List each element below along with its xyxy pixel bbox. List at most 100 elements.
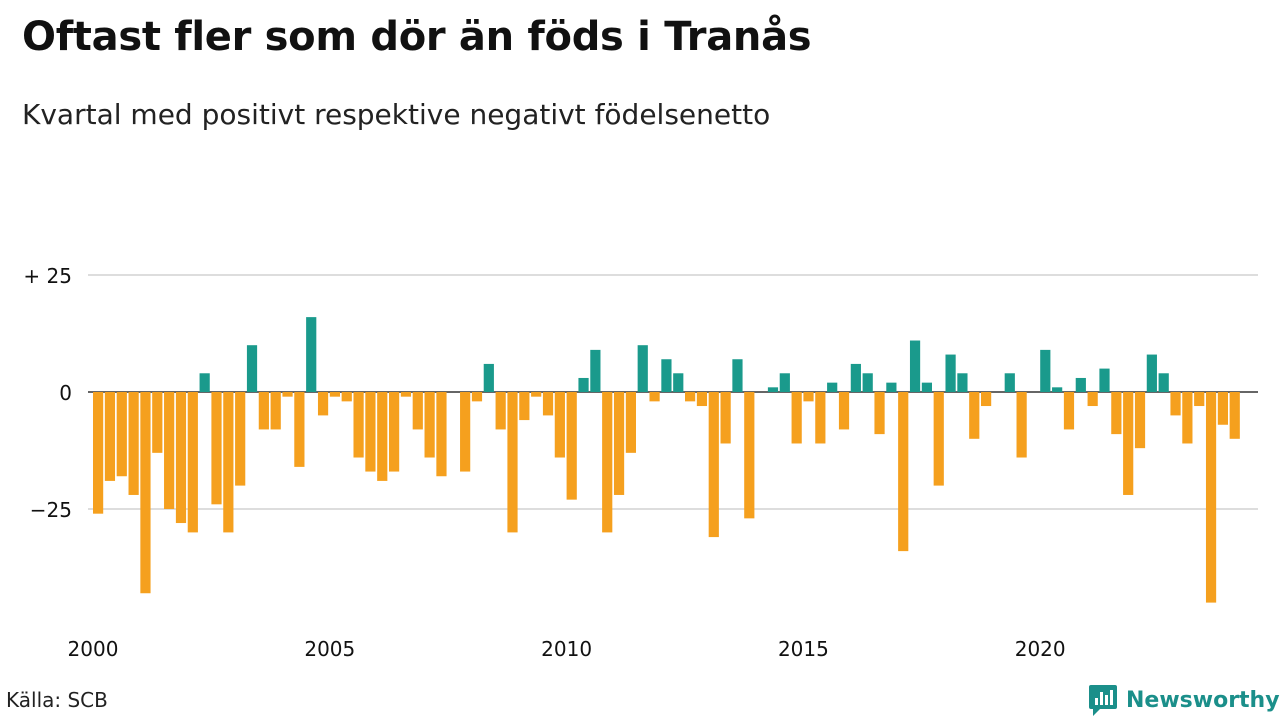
- bar-negative: [803, 392, 814, 402]
- bar-negative: [93, 392, 104, 514]
- bar-negative: [542, 392, 554, 416]
- bar-positive: [1158, 373, 1169, 392]
- bar-negative: [1123, 392, 1134, 495]
- y-tick-label: + 25: [23, 264, 72, 288]
- chart-subtitle: Kvartal med positivt respektive negativt…: [22, 98, 771, 131]
- bar-negative: [282, 392, 293, 397]
- bar-negative: [175, 392, 187, 524]
- bar-negative: [1016, 392, 1027, 458]
- bar-negative: [235, 392, 246, 486]
- bar-negative: [519, 392, 530, 421]
- bar-negative: [720, 392, 731, 444]
- bar-negative: [317, 392, 329, 416]
- bar-negative: [981, 392, 992, 407]
- bar-negative: [602, 392, 613, 533]
- bar-negative: [933, 392, 944, 486]
- bar-negative: [625, 392, 636, 453]
- bar-negative: [1182, 392, 1193, 444]
- x-tick-label: 2020: [1015, 637, 1066, 661]
- bar-negative: [649, 392, 660, 402]
- bar-negative: [460, 392, 471, 472]
- brand-logo[interactable]: Newsworthy: [1088, 683, 1280, 717]
- bar-negative: [270, 392, 281, 430]
- bar-negative: [223, 392, 234, 533]
- bar-negative: [1170, 392, 1181, 416]
- y-tick-label: 0: [59, 381, 72, 405]
- x-axis-labels: 2000 2005 2010 2015 2020: [68, 637, 1066, 661]
- bar-positive: [732, 359, 743, 392]
- bar-positive: [909, 340, 921, 392]
- x-tick-label: 2010: [541, 637, 592, 661]
- bar-negative: [1194, 392, 1205, 407]
- bar-positive: [590, 349, 601, 392]
- bar-negative: [708, 392, 719, 538]
- bar-negative: [400, 392, 412, 397]
- y-axis-labels: + 25 0 −25: [23, 264, 72, 522]
- bar-negative: [164, 392, 175, 509]
- bars: [93, 317, 1240, 603]
- bar-negative: [258, 392, 269, 430]
- bar-positive: [957, 373, 968, 392]
- bar-positive: [483, 363, 494, 392]
- bar-negative: [353, 392, 364, 458]
- bar-positive: [637, 345, 648, 392]
- x-tick-label: 2000: [68, 637, 119, 661]
- x-tick-label: 2015: [778, 637, 829, 661]
- bar-negative: [128, 392, 139, 495]
- y-tick-label: −25: [30, 498, 72, 522]
- bar-positive: [945, 354, 956, 392]
- bar-negative: [377, 392, 388, 481]
- bar-chart-logo-icon: [1089, 685, 1117, 716]
- bar-positive: [767, 387, 779, 392]
- bar-negative: [329, 392, 340, 397]
- bar-negative: [1229, 392, 1240, 439]
- bar-positive: [1052, 387, 1063, 392]
- bar-negative: [554, 392, 565, 458]
- bar-positive: [827, 382, 838, 392]
- bar-negative: [838, 392, 850, 430]
- bar-negative: [566, 392, 577, 500]
- bar-positive: [246, 345, 258, 392]
- bar-negative: [424, 392, 435, 458]
- bar-negative: [1063, 392, 1075, 430]
- bar-positive: [779, 373, 790, 392]
- bar-positive: [1004, 373, 1015, 392]
- bar-negative: [613, 392, 625, 495]
- bar-negative: [104, 392, 116, 481]
- bar-positive: [886, 382, 897, 392]
- bar-negative: [1205, 392, 1217, 603]
- bar-negative: [412, 392, 423, 430]
- bar-positive: [1099, 368, 1110, 392]
- bar-negative: [116, 392, 127, 477]
- bar-negative: [341, 392, 352, 402]
- bar-negative: [389, 392, 400, 472]
- chart-title: Oftast fler som dör än föds i Tranås: [22, 14, 812, 60]
- bar-negative: [744, 392, 755, 519]
- bar-negative: [969, 392, 980, 439]
- bar-positive: [850, 363, 861, 392]
- x-tick-label: 2005: [304, 637, 355, 661]
- bar-negative: [495, 392, 506, 430]
- bar-negative: [791, 392, 802, 444]
- bar-positive: [661, 359, 672, 392]
- source-note: Källa: SCB: [6, 688, 108, 712]
- bar-positive: [673, 373, 684, 392]
- bar-negative: [1087, 392, 1098, 407]
- bar-positive: [862, 373, 873, 392]
- bar-positive: [1075, 377, 1086, 392]
- bar-negative: [471, 392, 483, 402]
- bar-negative: [898, 392, 909, 552]
- bar-negative: [140, 392, 151, 594]
- bar-positive: [1146, 354, 1157, 392]
- bar-negative: [1217, 392, 1228, 425]
- bar-negative: [152, 392, 163, 453]
- bar-positive: [306, 317, 317, 392]
- bar-negative: [685, 392, 696, 402]
- bar-negative: [187, 392, 198, 533]
- bar-negative: [531, 392, 542, 397]
- bar-negative: [365, 392, 376, 472]
- bar-negative: [815, 392, 826, 444]
- brand-name: Newsworthy: [1126, 687, 1280, 713]
- bar-negative: [436, 392, 447, 477]
